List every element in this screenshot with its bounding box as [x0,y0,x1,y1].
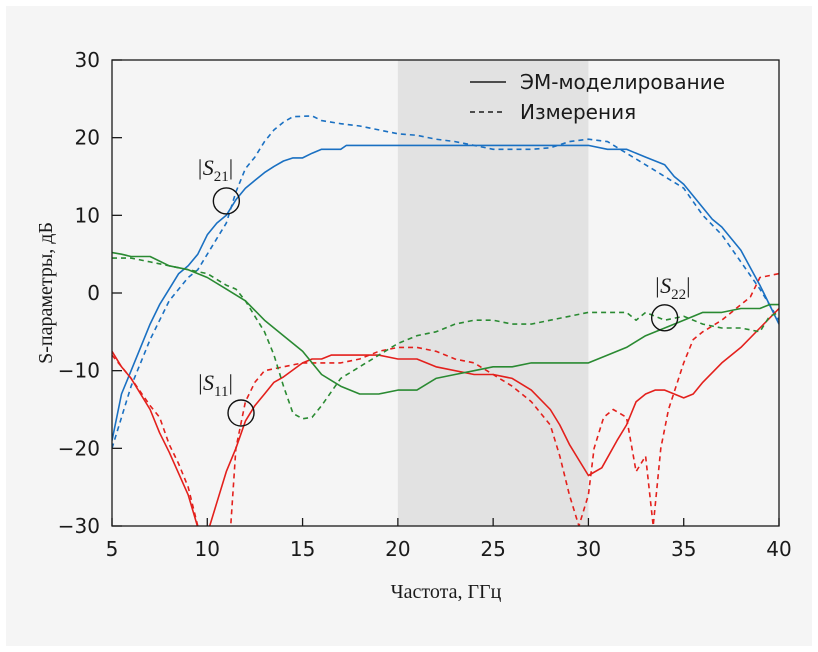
y-tick-label: −10 [58,359,100,383]
x-tick-label: 25 [480,537,505,561]
annotation-label-s21: |S21| [197,155,233,185]
x-tick-label: 35 [671,537,696,561]
annotation-circle-s11 [227,399,255,427]
x-tick-label: 5 [106,537,119,561]
series-line-s22-dashed [112,257,779,420]
y-tick-label: 20 [75,126,100,150]
y-tick-label: 0 [87,281,100,305]
x-tick-label: 20 [385,537,410,561]
y-tick-label: −20 [58,436,100,460]
series-line-s22-solid [112,251,779,395]
annotation-circle-s22 [650,304,679,332]
legend: ЭМ-моделирование Измерения [470,70,725,124]
y-tick-label: −30 [58,514,100,538]
series-line-s21-solid [112,144,779,441]
annotation-label-s11: |S11| [197,370,233,400]
x-tick-label: 30 [576,537,601,561]
annotation-circle-s21 [212,187,241,215]
series-line-s21-dashed [112,115,779,449]
x-tick-label: 15 [290,537,315,561]
x-tick-label: 40 [766,537,791,561]
legend-label-em: ЭМ-моделирование [520,70,725,94]
y-tick-label: 30 [75,48,100,72]
x-tick-label: 10 [195,537,220,561]
series-line-s11-solid [112,307,779,526]
y-axis-label: S-параметры, дБ [35,222,57,364]
legend-label-measurements: Измерения [520,100,636,124]
series-line-s11-dashed [112,272,779,526]
annotation-label-s22: |S22| [654,273,690,303]
x-axis-label: Частота, ГГц [391,581,502,603]
y-tick-label: 10 [75,203,100,227]
